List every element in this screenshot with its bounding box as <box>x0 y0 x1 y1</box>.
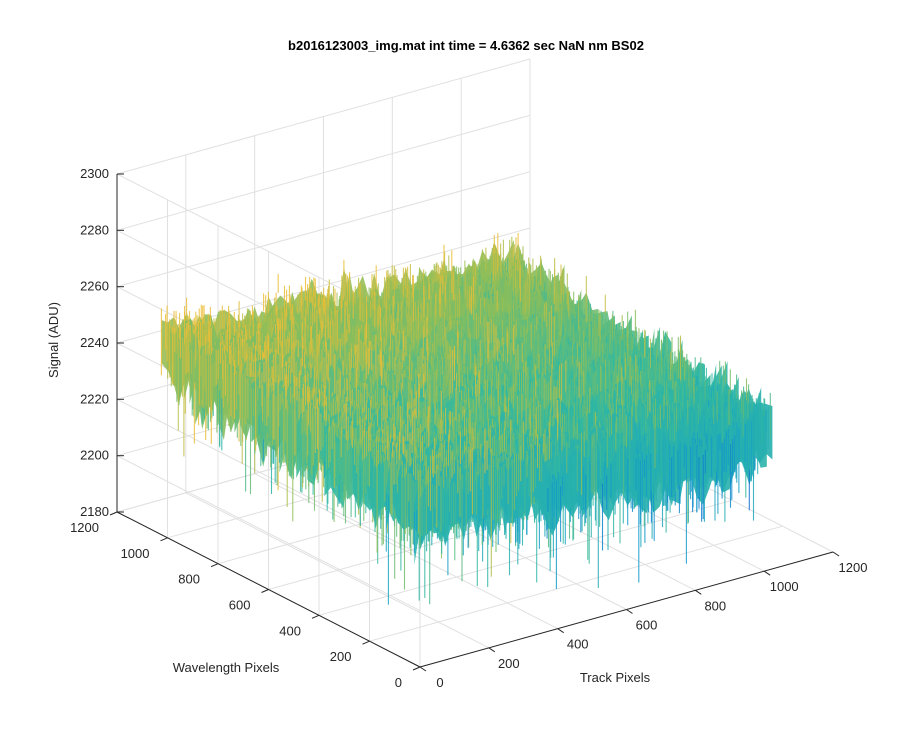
back-grid-line-z <box>116 114 531 231</box>
side-grid-line-z <box>116 398 421 555</box>
side-grid-line-z <box>116 455 421 612</box>
floor-grid-line-y <box>369 525 783 642</box>
back-grid-line-z <box>116 171 531 288</box>
floor-grid-line-y <box>318 499 733 616</box>
back-grid-line-z <box>116 58 531 175</box>
surface-layer <box>160 233 773 605</box>
